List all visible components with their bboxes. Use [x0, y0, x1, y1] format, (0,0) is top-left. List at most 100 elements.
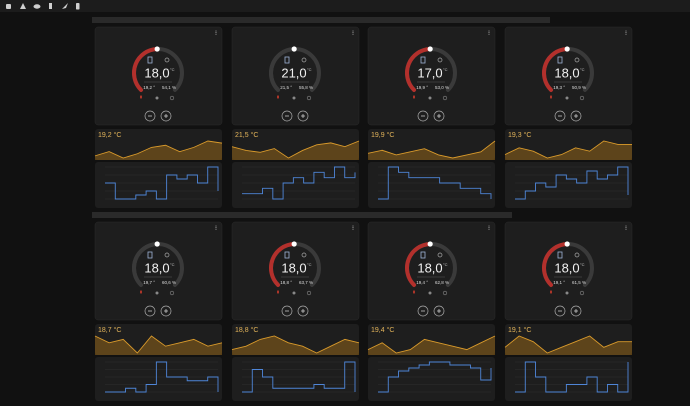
plus-button[interactable]: [570, 110, 582, 122]
menu-dot: [215, 227, 217, 229]
fan-icon: [437, 252, 443, 258]
minus-button[interactable]: [144, 110, 156, 122]
menu-dot: [488, 227, 490, 229]
menu-dot: [625, 33, 627, 35]
sensor-card: [95, 324, 222, 355]
plus-button[interactable]: [160, 305, 172, 317]
eco-icon: [292, 291, 296, 295]
minus-button[interactable]: [281, 110, 293, 122]
history-line: [242, 166, 356, 200]
humidity: 63,7 %: [299, 280, 313, 285]
plus-button[interactable]: [433, 305, 445, 317]
sparkline-line: [94, 335, 223, 354]
mode-icon: [147, 56, 153, 64]
sensor-value: 19,4 °C: [371, 326, 394, 334]
target-unit: °C: [443, 262, 448, 267]
menu-dot: [625, 32, 627, 34]
top-icons: [6, 3, 80, 10]
fan-icon: [574, 57, 580, 63]
flame-icon: [413, 290, 415, 294]
dial-handle[interactable]: [291, 241, 297, 247]
minus-button[interactable]: [144, 305, 156, 317]
humidity: 54,1 %: [162, 85, 176, 90]
menu-dot: [488, 33, 490, 35]
menu-dot: [625, 227, 627, 229]
plus-button[interactable]: [160, 110, 172, 122]
current-temperature: 19,9 °: [416, 85, 428, 90]
sparkline-line: [504, 335, 632, 354]
plus-button[interactable]: [297, 110, 309, 122]
icon[interactable]: [76, 3, 80, 10]
plus-button[interactable]: [570, 305, 582, 317]
humidity: 55,8 %: [299, 85, 313, 90]
sparkline-area: [368, 336, 495, 355]
dial-handle[interactable]: [427, 46, 433, 52]
sparkline-area: [95, 141, 222, 160]
thermostat-card: [94, 26, 223, 126]
minus-button[interactable]: [281, 305, 293, 317]
mode-icon: [147, 251, 153, 259]
sparkline-line: [231, 335, 360, 354]
sparkline-line: [504, 140, 632, 159]
icon[interactable]: [33, 4, 41, 9]
sensor-card: [95, 129, 222, 160]
current-temperature: 19,2 °: [143, 85, 155, 90]
minus-button[interactable]: [554, 305, 566, 317]
target-temperature: 17,0: [417, 65, 442, 80]
menu-dot: [215, 225, 217, 227]
timer-icon: [169, 290, 175, 296]
history-card: [95, 357, 222, 401]
menu-dot: [352, 30, 354, 32]
plus-button[interactable]: [433, 110, 445, 122]
dial-handle[interactable]: [154, 46, 160, 52]
flame-icon: [277, 290, 279, 294]
dial-handle[interactable]: [291, 46, 297, 52]
timer-icon: [169, 95, 175, 101]
humidity: 50,9 %: [572, 85, 586, 90]
target-unit: °C: [580, 67, 585, 72]
eco-icon: [565, 291, 569, 295]
minus-button[interactable]: [417, 110, 429, 122]
sparkline-area: [368, 141, 495, 160]
sensor-value: 19,3 °C: [508, 131, 531, 139]
sparkline-line: [94, 140, 223, 159]
menu-dot: [488, 228, 490, 230]
history-card: [232, 357, 359, 401]
flame-icon: [550, 290, 552, 294]
section-heading-obscured: [92, 17, 550, 23]
target-unit: °C: [170, 262, 175, 267]
minus-button[interactable]: [417, 305, 429, 317]
menu-dot: [215, 32, 217, 34]
flame-icon: [550, 95, 552, 99]
mode-icon: [284, 251, 290, 259]
menu-dot: [488, 225, 490, 227]
history-card: [368, 162, 495, 208]
flame-icon: [413, 95, 415, 99]
target-temperature: 18,0: [417, 260, 442, 275]
icon[interactable]: [20, 3, 26, 9]
dial-handle[interactable]: [564, 46, 570, 52]
dial-handle[interactable]: [154, 241, 160, 247]
icon[interactable]: [6, 4, 11, 9]
history-card: [95, 162, 222, 208]
menu-dot: [625, 30, 627, 32]
sparkline-area: [505, 141, 632, 160]
icon[interactable]: [62, 3, 68, 9]
menu-dot: [625, 225, 627, 227]
target-unit: °C: [580, 262, 585, 267]
mode-icon: [420, 251, 426, 259]
thermostat-card: [367, 221, 496, 321]
history-card: [505, 357, 632, 401]
flame-icon: [140, 95, 142, 99]
current-temperature: 21,5 °: [280, 85, 292, 90]
icon[interactable]: [49, 3, 52, 9]
target-temperature: 18,0: [144, 65, 169, 80]
dial-handle[interactable]: [427, 241, 433, 247]
sensor-card: [232, 324, 359, 355]
sparkline-area: [505, 336, 632, 355]
plus-button[interactable]: [297, 305, 309, 317]
dial-active: [542, 47, 570, 92]
dial-handle[interactable]: [564, 241, 570, 247]
minus-button[interactable]: [554, 110, 566, 122]
